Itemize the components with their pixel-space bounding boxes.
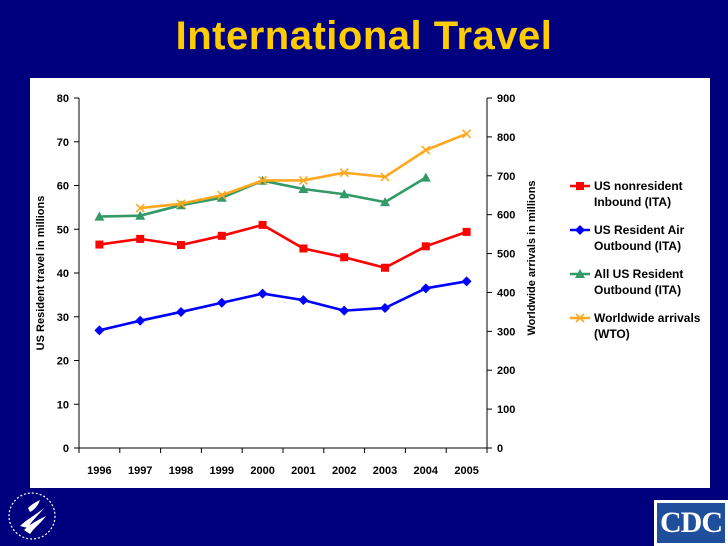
x-axis-tick-label: 2000 (250, 465, 274, 477)
data-point-series-1 (298, 295, 309, 306)
hhs-eagle-logo (8, 492, 56, 540)
data-point-series-3 (176, 199, 186, 209)
x-axis-tick-label: 2005 (454, 465, 478, 477)
right-axis-tick-label: 500 (497, 249, 515, 261)
x-axis-tick-label: 2004 (414, 465, 439, 477)
series-line-1 (99, 280, 467, 332)
data-point-series-1 (135, 315, 146, 326)
data-point-series-2 (94, 211, 105, 221)
left-axis-tick-label: 40 (57, 268, 69, 280)
data-point-series-3 (298, 175, 308, 186)
cdc-logo-text: CDC (657, 503, 725, 543)
data-point-series-0 (136, 234, 145, 243)
data-point-series-0 (217, 231, 226, 240)
left-axis-title: US Resident travel in millions (35, 196, 47, 351)
x-axis-tick-label: 2001 (291, 465, 315, 477)
cdc-logo: CDC (654, 500, 728, 546)
right-axis-tick-label: 300 (497, 326, 515, 338)
right-axis-tick-label: 100 (497, 404, 515, 416)
right-axis-tick-label: 900 (497, 93, 515, 105)
right-axis-tick-label: 600 (497, 210, 515, 222)
data-point-series-0 (177, 241, 185, 249)
data-point-series-0 (381, 263, 389, 272)
data-point-series-3 (135, 203, 145, 213)
left-axis-tick-label: 50 (57, 224, 69, 236)
right-axis-title: Worldwide arrivals in millions (526, 180, 538, 335)
data-point-series-3 (380, 172, 390, 182)
legend-marker-2 (575, 269, 585, 278)
legend-marker-0 (576, 182, 584, 190)
data-point-series-0 (299, 244, 308, 253)
legend-marker-3 (575, 313, 585, 323)
data-point-series-2 (135, 210, 146, 220)
legend-marker-1 (575, 225, 585, 235)
right-axis-tick-label: 400 (497, 287, 515, 299)
slide-title: International Travel (175, 14, 553, 58)
data-point-series-1 (461, 276, 472, 287)
series-line-3 (140, 132, 468, 210)
data-point-series-0 (95, 240, 104, 249)
x-axis-tick-label: 1996 (87, 465, 111, 477)
x-axis-tick-label: 2003 (373, 465, 397, 477)
data-point-series-1 (94, 325, 105, 336)
data-point-series-0 (340, 253, 349, 262)
data-point-series-2 (216, 192, 227, 202)
right-axis-tick-label: 0 (497, 443, 503, 455)
data-point-series-1 (380, 303, 390, 313)
data-point-series-2 (339, 189, 350, 199)
data-point-series-2 (380, 197, 390, 207)
series-line-0 (99, 223, 468, 270)
data-point-series-0 (462, 227, 471, 236)
data-point-series-3 (339, 168, 349, 178)
data-point-series-1 (420, 283, 431, 294)
left-axis-tick-label: 20 (57, 356, 69, 368)
data-point-series-2 (420, 172, 431, 182)
data-point-series-1 (257, 288, 268, 299)
legend-label-2: All US Resident Outbound (ITA) (594, 267, 683, 297)
line-chart: 0102030405060708001002003004005006007008… (35, 93, 701, 477)
data-point-series-0 (421, 242, 430, 251)
data-point-series-3 (421, 145, 431, 155)
x-axis-tick-label: 2002 (332, 465, 356, 477)
legend-label-3: Worldwide arrivals (WTO) (594, 311, 701, 341)
left-axis-tick-label: 0 (63, 443, 69, 455)
left-axis-tick-label: 60 (57, 181, 69, 193)
data-point-series-2 (298, 184, 309, 193)
right-axis-tick-label: 700 (497, 171, 515, 183)
data-point-series-3 (462, 129, 472, 139)
data-point-series-1 (339, 305, 350, 316)
x-axis-tick-label: 1999 (210, 465, 234, 477)
x-axis-tick-label: 1997 (128, 465, 152, 477)
left-axis-tick-label: 70 (57, 137, 69, 149)
chart-panel: 0 10 20 30 40 50 60 70 80 0 100 200 300 400 500 600 700 8… (30, 78, 710, 488)
legend-label-0: US nonresident Inbound (ITA) (594, 179, 683, 209)
left-axis-tick-label: 10 (57, 399, 69, 411)
left-axis-tick-label: 80 (57, 93, 69, 105)
data-point-series-3 (217, 190, 227, 200)
data-point-series-1 (216, 297, 227, 308)
x-axis-tick-label: 1998 (169, 465, 193, 477)
data-point-series-3 (258, 175, 268, 186)
legend-label-1: US Resident Air Outbound (ITA) (594, 223, 685, 253)
data-point-series-1 (176, 306, 186, 317)
left-axis-tick-label: 30 (57, 312, 69, 324)
data-point-series-0 (258, 220, 267, 229)
right-axis-tick-label: 200 (497, 365, 515, 377)
right-axis-tick-label: 800 (497, 132, 515, 144)
